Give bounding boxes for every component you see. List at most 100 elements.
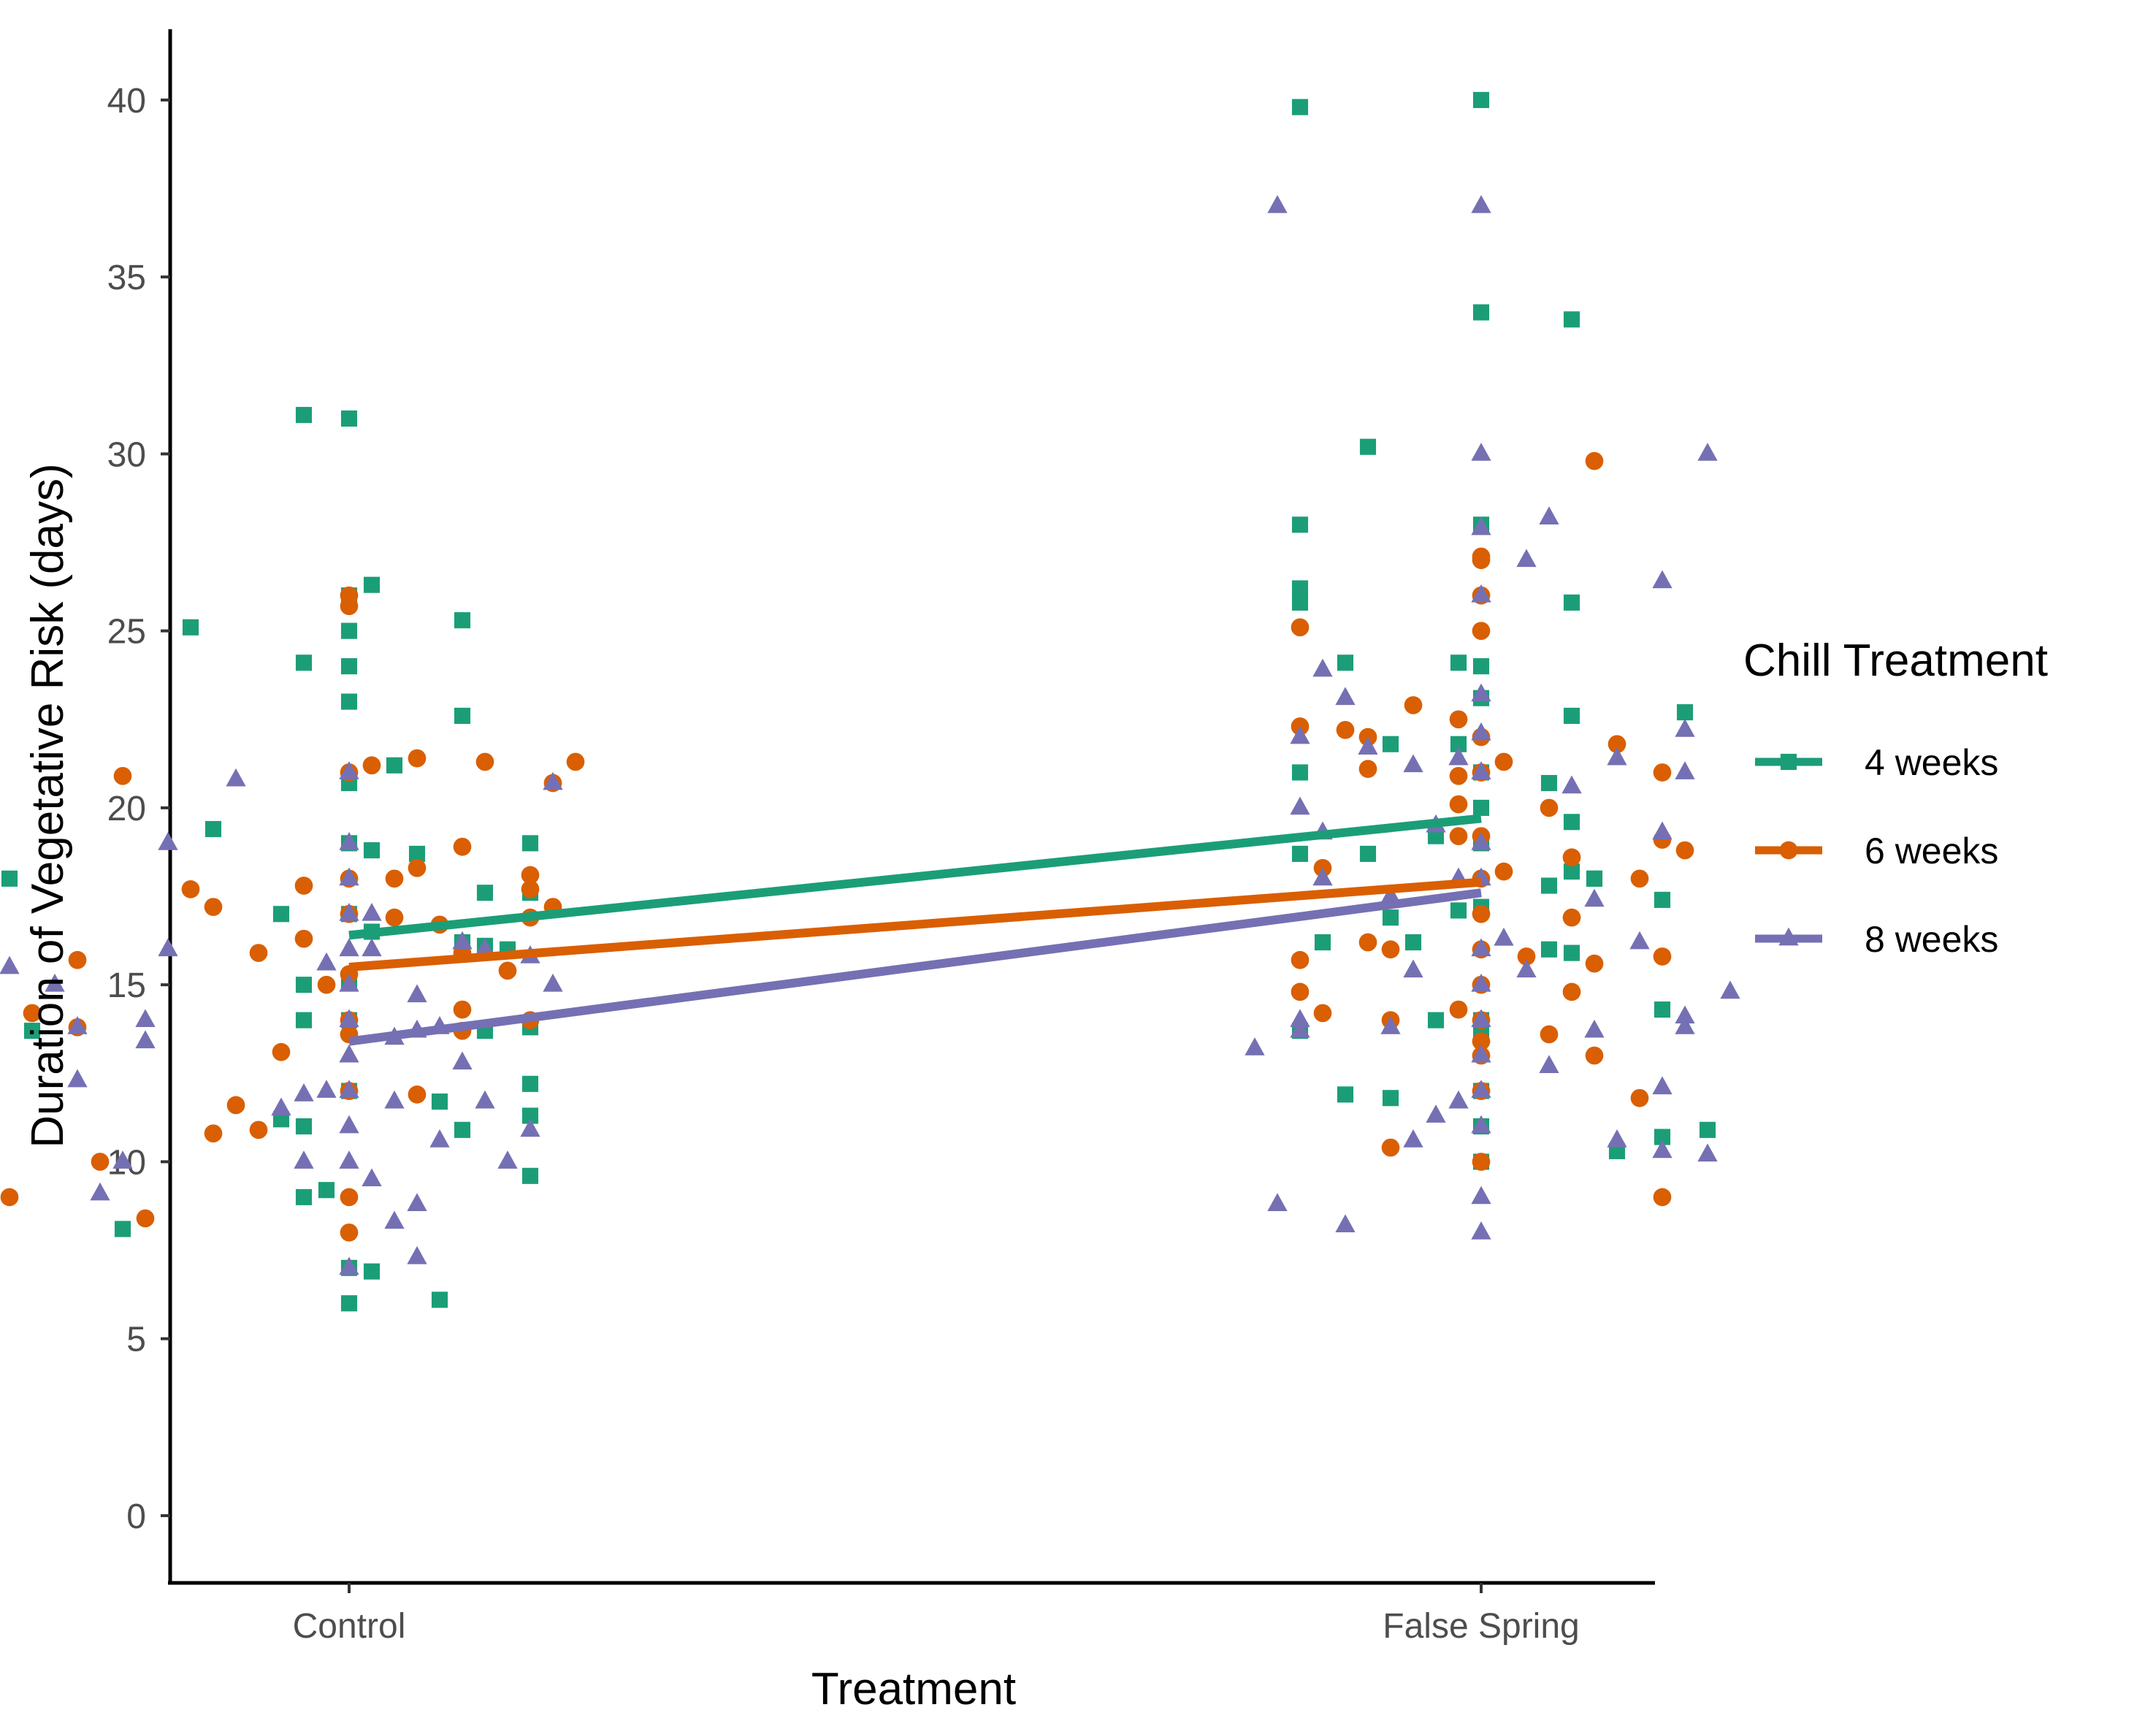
data-point-square (1, 870, 18, 887)
data-point-triangle (1471, 973, 1491, 992)
data-point-triangle (407, 1245, 427, 1264)
data-point-square (182, 619, 199, 636)
data-point-triangle (294, 1150, 314, 1169)
data-point-triangle (362, 1168, 382, 1187)
data-point-square (1540, 877, 1558, 894)
legend: Chill Treatment 4 weeks 6 weeks 8 weeks (1743, 636, 2048, 960)
data-point-circle (294, 877, 313, 895)
data-point-triangle (339, 1044, 359, 1063)
data-point-circle (1358, 933, 1377, 952)
data-point-triangle (1471, 938, 1491, 957)
data-point-circle (91, 1153, 110, 1171)
data-point-triangle (339, 1115, 359, 1134)
data-point-triangle (112, 1150, 133, 1169)
data-point-triangle (339, 1256, 359, 1275)
data-point-circle (204, 1124, 223, 1143)
data-point-square (1563, 944, 1580, 961)
data-point-triangle (1335, 687, 1356, 706)
data-point-square (1563, 594, 1580, 611)
data-point-circle (0, 1188, 19, 1207)
data-point-circle (1381, 940, 1400, 959)
data-point-circle (68, 950, 87, 969)
y-tick-label: 5 (126, 1321, 146, 1359)
data-point-triangle (1471, 1044, 1491, 1063)
data-point-circle (1562, 848, 1581, 867)
data-point-square (295, 1118, 313, 1135)
legend-key-marker (1778, 927, 1799, 946)
data-point-circle (1449, 827, 1468, 846)
data-point-square (1472, 91, 1490, 108)
data-point-circle (340, 1223, 359, 1242)
data-point-triangle (384, 1090, 405, 1109)
data-point-circle (1675, 841, 1694, 860)
data-point-triangle (543, 771, 563, 790)
data-point-triangle (1471, 722, 1491, 741)
data-point-square (1563, 863, 1580, 880)
data-point-triangle (1471, 1221, 1491, 1240)
data-point-triangle (1312, 658, 1333, 677)
data-point-circle (1653, 1188, 1672, 1207)
points-layer (0, 91, 1740, 1312)
data-point-square (1472, 799, 1490, 816)
y-tick-label: 30 (107, 435, 146, 474)
data-point-square (431, 1291, 448, 1308)
data-point-square (340, 693, 358, 710)
data-point-square (1450, 902, 1467, 919)
data-point-triangle (1652, 570, 1673, 589)
data-point-triangle (90, 1182, 110, 1201)
data-point-square (521, 1107, 539, 1124)
data-point-triangle (1607, 747, 1627, 766)
data-point-square (340, 658, 358, 675)
data-point-square (1540, 941, 1558, 958)
data-point-circle (1404, 696, 1423, 714)
data-point-square (318, 1182, 335, 1199)
data-point-circle (566, 752, 585, 771)
data-point-circle (249, 944, 268, 962)
data-point-square (1291, 580, 1309, 597)
data-point-triangle (316, 952, 337, 971)
data-point-triangle (339, 761, 359, 779)
data-point-square (1359, 438, 1377, 455)
data-point-circle (1472, 1153, 1491, 1171)
mean-lines-layer (348, 814, 1482, 1046)
data-point-square (1563, 311, 1580, 328)
data-point-circle (362, 756, 381, 775)
data-point-square (1654, 891, 1671, 908)
data-point-triangle (1697, 1143, 1718, 1162)
data-point-triangle (1494, 927, 1514, 946)
data-point-triangle (339, 832, 359, 850)
data-point-square (295, 1012, 313, 1028)
data-point-circle (1540, 1025, 1559, 1044)
data-point-circle (1472, 622, 1491, 641)
y-tick-label: 20 (107, 790, 146, 828)
y-tick-label: 15 (107, 966, 146, 1005)
data-point-triangle (294, 1083, 314, 1102)
data-point-triangle (1471, 761, 1491, 779)
data-point-triangle (1426, 1104, 1446, 1123)
data-point-square (272, 906, 290, 923)
data-point-triangle (135, 1030, 156, 1049)
data-point-circle (1472, 1032, 1491, 1051)
data-point-square (340, 1295, 358, 1312)
data-point-triangle (407, 1193, 427, 1211)
data-point-square (1291, 99, 1309, 115)
data-point-triangle (1267, 1193, 1288, 1211)
data-point-circle (1585, 1046, 1604, 1065)
data-point-triangle (339, 1009, 359, 1028)
data-point-triangle (339, 1080, 359, 1098)
data-point-square (521, 835, 539, 852)
data-point-square (1382, 909, 1399, 926)
data-point-circle (453, 1000, 472, 1019)
data-point-triangle (1312, 867, 1333, 886)
data-point-circle (1630, 1088, 1649, 1107)
data-point-triangle (1471, 516, 1491, 535)
data-point-square (454, 612, 471, 629)
data-point-square (1404, 934, 1422, 951)
data-point-circle (23, 1004, 42, 1023)
data-point-triangle (362, 938, 382, 957)
data-point-triangle (1380, 885, 1401, 904)
data-point-circle (181, 880, 200, 898)
data-point-square (340, 410, 358, 427)
data-point-triangle (1403, 754, 1423, 773)
data-point-circle (453, 837, 472, 856)
